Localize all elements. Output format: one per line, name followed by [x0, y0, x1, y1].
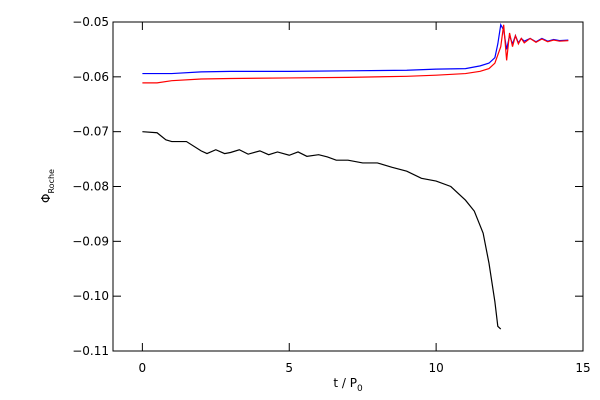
data-line: [142, 131, 502, 330]
data-line: [142, 24, 569, 84]
x-tick-label: 5: [285, 361, 293, 375]
x-axis-label: t / P0: [333, 376, 363, 394]
y-tick-label: −0.11: [72, 344, 109, 358]
y-tick-label: −0.09: [72, 234, 109, 248]
x-tick-label: 0: [139, 361, 147, 375]
x-tick-label: 15: [575, 361, 590, 375]
y-label-sub: Roche: [47, 169, 56, 194]
y-tick-label: −0.05: [72, 15, 109, 29]
y-tick-label: −0.06: [72, 70, 109, 84]
x-label-sub: 0: [357, 384, 363, 394]
x-tick-label: 10: [428, 361, 443, 375]
y-label-main: Φ: [39, 194, 53, 203]
y-tick-label: −0.07: [72, 125, 109, 139]
x-label-main: t / P: [333, 376, 357, 390]
y-tick-label: −0.08: [72, 180, 109, 194]
y-tick-label: −0.10: [72, 289, 109, 303]
y-axis-label: ΦRoche: [39, 169, 56, 203]
